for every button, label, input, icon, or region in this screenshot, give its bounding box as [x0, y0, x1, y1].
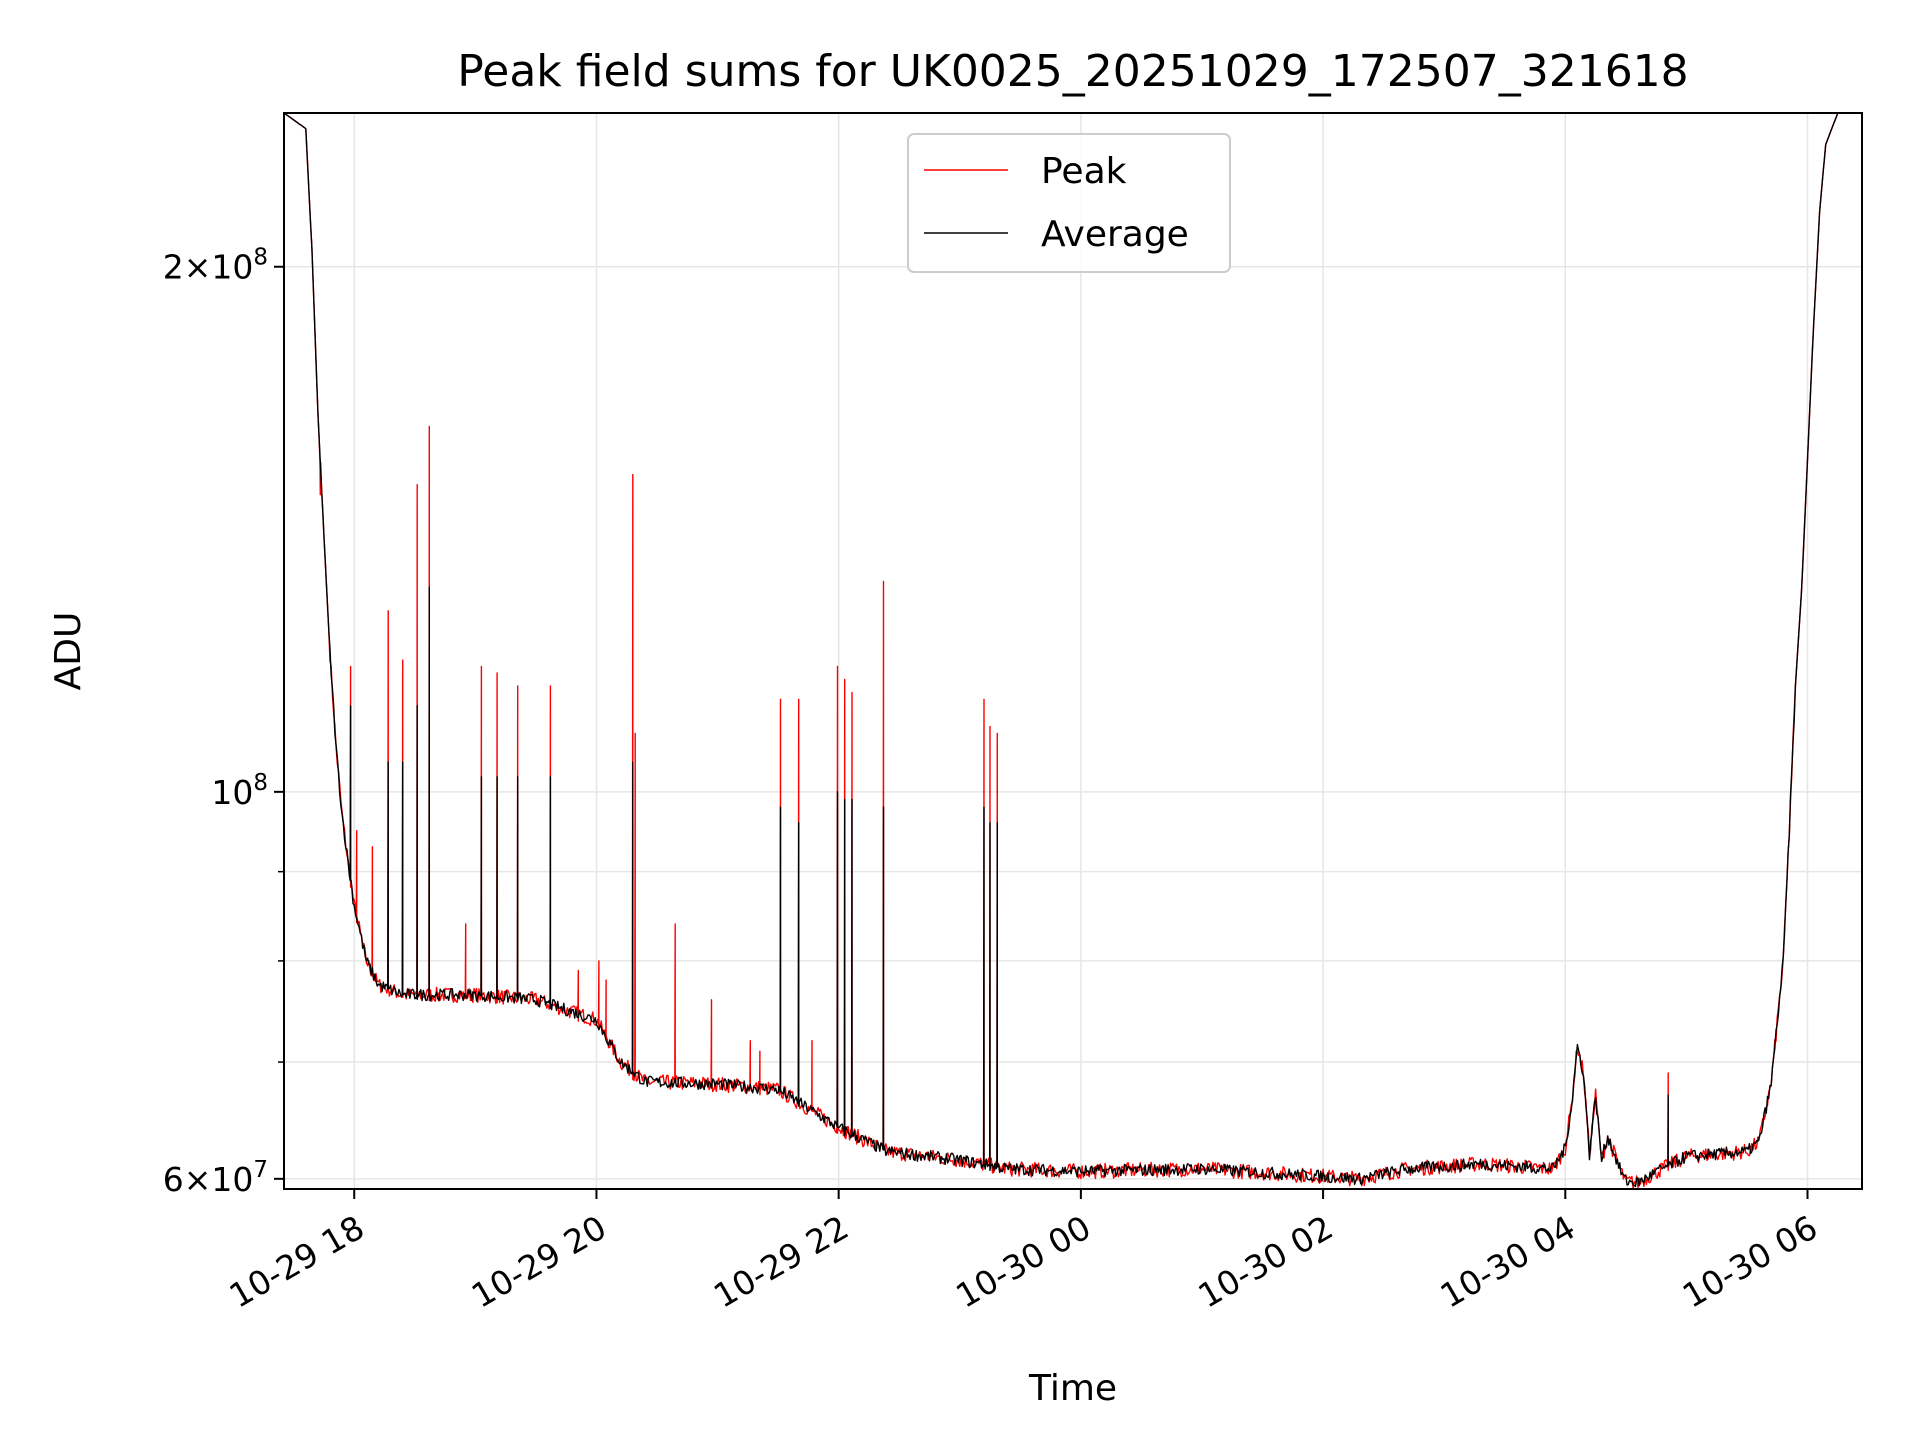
x-axis-label: Time	[1028, 1368, 1117, 1409]
y-tick-label: 2×108	[163, 245, 268, 287]
legend-peak-label: Peak	[1041, 151, 1127, 192]
series-layer	[284, 113, 1862, 1189]
plot-frame	[283, 112, 1863, 1190]
legend-box	[907, 133, 1231, 273]
legend-average-label: Average	[1041, 214, 1189, 255]
legend: Peak Average	[907, 133, 1231, 273]
y-axis-label: ADU	[48, 612, 89, 691]
chart-title: Peak field sums for UK0025_20251029_1725…	[457, 46, 1688, 97]
y-tick-label: 6×107	[163, 1157, 268, 1199]
average-series-line	[284, 113, 1862, 1188]
y-tick-label: 108	[211, 770, 268, 812]
